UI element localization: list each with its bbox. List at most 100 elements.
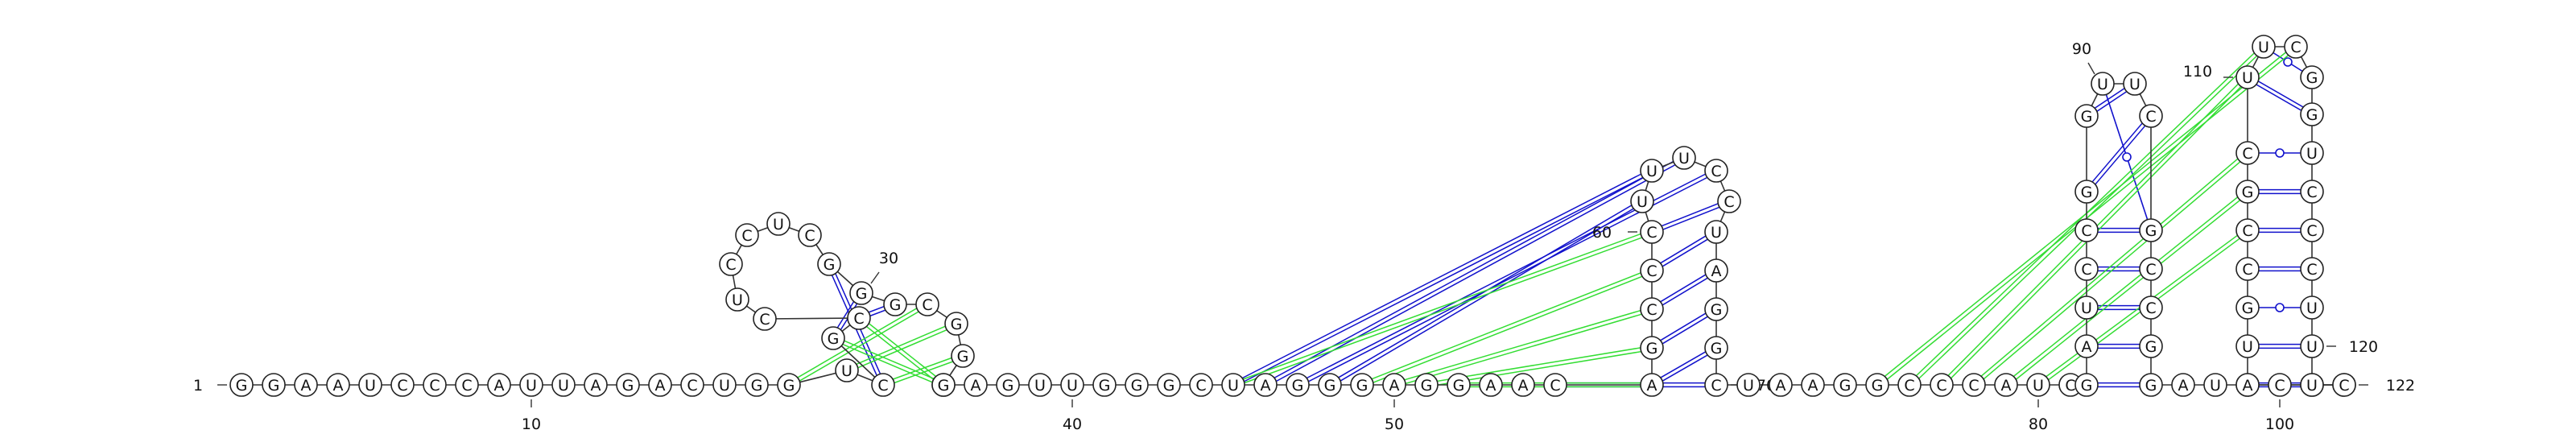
nucleotide-50: A — [1382, 373, 1406, 397]
nucleotide-letter: G — [2306, 106, 2318, 124]
nucleotide-letter: C — [1936, 377, 1946, 395]
nucleotide-letter: A — [1389, 377, 1400, 395]
nucleotide-61: U — [1630, 189, 1654, 213]
nucleotide-7: C — [423, 373, 447, 397]
nucleotide-letter: G — [2242, 184, 2254, 201]
position-label-80: 80 — [2029, 399, 2048, 433]
nucleotide-letter: C — [759, 311, 770, 329]
nucleotide-letter: C — [687, 377, 697, 395]
nucleotide-letter: G — [2145, 222, 2157, 240]
nucleotide-letter: G — [2081, 184, 2093, 201]
nucleotide-letter: A — [1518, 377, 1529, 395]
nucleotide-56: A — [1640, 373, 1664, 397]
nucleotide-31: G — [883, 292, 907, 316]
nucleotide-116: C — [2300, 180, 2324, 204]
nucleotide-letter: A — [1486, 377, 1496, 395]
nucleotide-letter: U — [2097, 76, 2108, 93]
nucleotide-104: U — [2235, 334, 2260, 358]
nucleotide-letter: C — [2145, 108, 2156, 126]
nucleotide-9: A — [487, 373, 511, 397]
nucleotide-43: G — [1157, 373, 1181, 397]
position-label-1: 1 — [193, 377, 227, 395]
nucleotide-57: G — [1640, 336, 1664, 360]
nucleotide-letter: U — [558, 377, 569, 395]
nucleotide-91: C — [2139, 104, 2163, 128]
nucleotide-letter: C — [2290, 39, 2301, 56]
nucleotide-36: G — [931, 373, 956, 397]
nucleotide-letter: G — [890, 296, 902, 314]
pseudoknot-pair-line — [857, 319, 943, 387]
nucleotide-letter: U — [2306, 377, 2318, 395]
nucleotide-8: C — [455, 373, 479, 397]
nucleotide-86: C — [2074, 218, 2099, 242]
nucleotide-109: C — [2235, 141, 2260, 165]
nucleotide-letter: C — [877, 377, 888, 395]
nucleotide-letter: C — [2274, 377, 2285, 395]
nucleotide-letter: A — [2001, 377, 2012, 395]
nucleotide-letter: C — [2081, 222, 2091, 240]
nucleotide-69: G — [1704, 336, 1728, 360]
nucleotide-103: A — [2235, 373, 2260, 397]
nucleotide-letter: A — [2178, 377, 2189, 395]
position-number: 120 — [2349, 338, 2378, 356]
nucleotide-85: C — [2074, 257, 2099, 281]
nucleotide-letter: G — [751, 377, 763, 395]
nucleotide-letter: U — [2306, 300, 2318, 317]
pseudoknot-pair-line — [1975, 154, 2250, 387]
pseudoknot-pair-line — [2007, 192, 2249, 387]
position-number: 10 — [522, 415, 541, 433]
position-number: 60 — [1592, 224, 1612, 242]
nucleotide-95: G — [2139, 334, 2163, 358]
nucleotide-letter: G — [1421, 377, 1433, 395]
nucleotide-111: U — [2252, 35, 2276, 59]
pseudoknot-pair-line — [847, 324, 958, 373]
nucleotide-75: G — [1865, 373, 1889, 397]
nucleotide-letter: U — [1743, 377, 1754, 395]
position-number: 90 — [2072, 40, 2091, 58]
nucleotide-layer: GGAAUCCCAUUAGACUGGUCGCCUCCUCGGGCGGGGAGUU… — [229, 35, 2356, 397]
nucleotide-letter: A — [1808, 377, 1818, 395]
nucleotide-letter: G — [1163, 377, 1175, 395]
base-pair-line — [1650, 229, 1716, 270]
nucleotide-letter: C — [2081, 261, 2091, 279]
nucleotide-32: C — [915, 292, 939, 316]
nucleotide-78: C — [1962, 373, 1986, 397]
nucleotide-92: G — [2139, 218, 2163, 242]
nucleotide-25: C — [719, 252, 743, 276]
position-number: 1 — [193, 377, 203, 395]
nucleotide-letter: G — [1292, 377, 1304, 395]
nucleotide-letter: U — [526, 377, 537, 395]
nucleotide-letter: A — [1647, 377, 1657, 395]
nucleotide-112: C — [2284, 35, 2308, 59]
nucleotide-40: U — [1060, 373, 1084, 397]
nucleotide-96: G — [2139, 373, 2163, 397]
base-pair-line — [2246, 78, 2312, 117]
pseudoknot-pair-line — [2004, 189, 2247, 384]
nucleotide-letter: C — [1195, 377, 1206, 395]
nucleotide-letter: C — [1646, 301, 1657, 319]
nucleotide-letter: U — [2258, 39, 2269, 56]
nucleotide-122: C — [2332, 373, 2356, 397]
nucleotide-51: G — [1414, 373, 1439, 397]
nucleotide-65: C — [1717, 189, 1741, 213]
nucleotide-letter: A — [655, 377, 666, 395]
nucleotide-letter: U — [2242, 338, 2253, 356]
nucleotide-77: C — [1930, 373, 1954, 397]
nucleotide-letter: G — [2081, 377, 2093, 395]
base-pair-line — [1650, 268, 1716, 308]
nucleotide-5: U — [358, 373, 382, 397]
nucleotide-letter: C — [2065, 377, 2075, 395]
nucleotide-97: A — [2171, 373, 2195, 397]
nucleotide-14: A — [648, 373, 672, 397]
nucleotide-letter: U — [2210, 377, 2221, 395]
nucleotide-letter: G — [1646, 340, 1658, 358]
nucleotide-15: C — [680, 373, 704, 397]
pseudoknot-pair-line — [789, 305, 929, 387]
nucleotide-letter: C — [741, 227, 752, 245]
position-number: 100 — [2265, 415, 2294, 433]
nucleotide-letter: G — [1324, 377, 1336, 395]
nucleotide-71: U — [1736, 373, 1761, 397]
nucleotide-letter: U — [365, 377, 376, 395]
nucleotide-100: C — [2268, 373, 2292, 397]
